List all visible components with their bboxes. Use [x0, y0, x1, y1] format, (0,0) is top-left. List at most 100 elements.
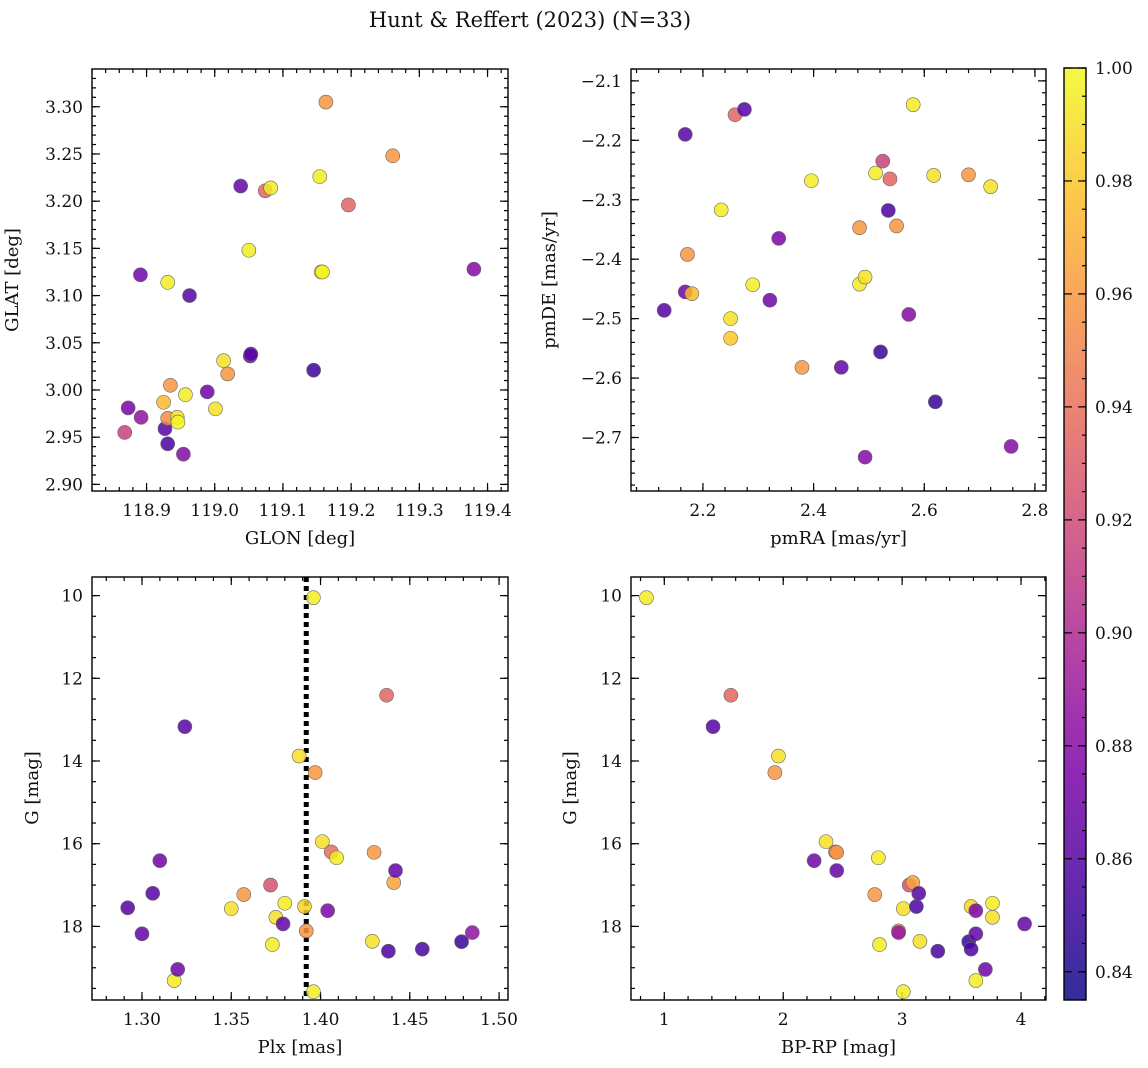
- data-point: [464, 925, 480, 940]
- data-point: [320, 903, 335, 918]
- data-point: [723, 687, 739, 703]
- data-point: [176, 446, 191, 462]
- y-tick-label: 14: [600, 752, 622, 772]
- data-point: [306, 362, 321, 378]
- data-point: [829, 863, 845, 878]
- colorbar-tick-label: 0.96: [1095, 285, 1133, 305]
- data-point: [388, 863, 403, 878]
- x-tick-label: 2: [778, 1010, 789, 1030]
- x-tick-label: 1.50: [480, 1010, 518, 1030]
- data-point: [307, 765, 323, 780]
- data-point: [163, 377, 178, 393]
- colorbar-frame: [1063, 67, 1087, 1001]
- y-tick-label: 3.25: [45, 145, 83, 165]
- x-tick-label: 119.1: [259, 501, 308, 521]
- data-point: [677, 127, 693, 142]
- y-tick-label: 2.90: [45, 475, 83, 495]
- data-point: [985, 910, 1000, 925]
- data-point: [983, 179, 998, 194]
- colorbar-tick-label: 0.98: [1095, 172, 1133, 192]
- data-point: [341, 197, 356, 213]
- data-point: [241, 242, 257, 258]
- data-point: [379, 687, 394, 703]
- data-point: [930, 943, 946, 959]
- data-point: [806, 853, 822, 868]
- data-point: [156, 394, 171, 410]
- colorbar-tick-label: 0.88: [1095, 737, 1133, 757]
- y-tick-label: 3.00: [45, 381, 83, 401]
- data-point: [867, 887, 883, 902]
- data-point: [968, 903, 984, 918]
- data-point: [243, 346, 259, 362]
- data-point: [889, 218, 904, 234]
- colorbar-gradient: [1064, 68, 1086, 1000]
- y-axis-label: pmDE [mas/yr]: [539, 211, 560, 349]
- data-point: [170, 962, 185, 977]
- data-point: [901, 307, 917, 322]
- points-layer: [120, 577, 480, 1000]
- panel-parallax-magnitude: 1.30 1.35 1.40 1.45 1.50 10 12 14 16 18 Plx [mas] G…: [22, 576, 518, 1058]
- data-point: [762, 292, 778, 308]
- data-point: [684, 286, 700, 301]
- data-point: [705, 719, 721, 734]
- y-tick-label: 14: [61, 752, 83, 772]
- data-point: [857, 449, 873, 465]
- data-point: [223, 901, 239, 916]
- data-point: [1017, 916, 1032, 932]
- y-tick-label: 18: [600, 917, 622, 937]
- data-point: [882, 171, 898, 187]
- y-tick-label: 10: [600, 587, 622, 607]
- data-point: [133, 410, 149, 425]
- data-point: [794, 360, 810, 375]
- data-point: [263, 877, 278, 893]
- data-point: [818, 834, 834, 849]
- plot-frame: [630, 576, 1047, 1001]
- data-point: [291, 748, 307, 764]
- data-point: [145, 886, 161, 901]
- x-axis-label: GLON [deg]: [245, 528, 355, 549]
- data-point: [963, 941, 979, 957]
- data-point: [912, 933, 928, 949]
- data-point: [961, 167, 976, 183]
- data-point: [220, 366, 236, 382]
- data-point: [415, 941, 430, 957]
- x-tick-label: 1.35: [212, 1010, 250, 1030]
- panel-spatial: 118.9 119.0 119.1 119.2 119.3 119.4 2.90 2.95 3.…: [2, 68, 512, 549]
- data-point: [170, 414, 186, 430]
- x-tick-label: 119.4: [463, 501, 512, 521]
- x-tick-label: 1.30: [123, 1010, 161, 1030]
- data-point: [767, 765, 783, 780]
- data-point: [829, 845, 845, 860]
- x-tick-label: 1.40: [302, 1010, 340, 1030]
- data-point: [133, 267, 148, 283]
- x-tick-label: 4: [1016, 1010, 1027, 1030]
- x-tick-label: 2.6: [911, 501, 938, 521]
- data-point: [315, 834, 330, 849]
- data-point: [896, 901, 911, 916]
- y-tick-label: 12: [600, 669, 622, 689]
- y-tick-label: 10: [61, 587, 83, 607]
- data-point: [454, 934, 469, 949]
- data-point: [199, 384, 215, 400]
- data-point: [277, 895, 293, 911]
- data-point: [233, 178, 248, 194]
- data-point: [275, 916, 291, 932]
- plot-frame: [91, 576, 509, 1001]
- plot-frame: [630, 68, 1047, 492]
- colorbar-tick-label: 0.92: [1095, 511, 1133, 531]
- data-point: [911, 886, 927, 901]
- x-axis-label: BP-RP [mag]: [781, 1037, 896, 1058]
- data-point: [120, 900, 136, 916]
- data-point: [978, 962, 993, 977]
- data-point: [639, 590, 654, 605]
- y-tick-label: −2.7: [581, 429, 622, 449]
- data-point: [985, 895, 1000, 911]
- y-tick-label: 12: [61, 669, 83, 689]
- colorbar-tick-label: 0.86: [1095, 850, 1133, 870]
- x-tick-label: 2.2: [689, 501, 716, 521]
- x-tick-label: 118.9: [122, 501, 171, 521]
- data-point: [365, 933, 380, 949]
- y-axis-label: G [mag]: [22, 751, 43, 824]
- x-tick-label: 119.3: [395, 501, 444, 521]
- data-point: [466, 261, 482, 277]
